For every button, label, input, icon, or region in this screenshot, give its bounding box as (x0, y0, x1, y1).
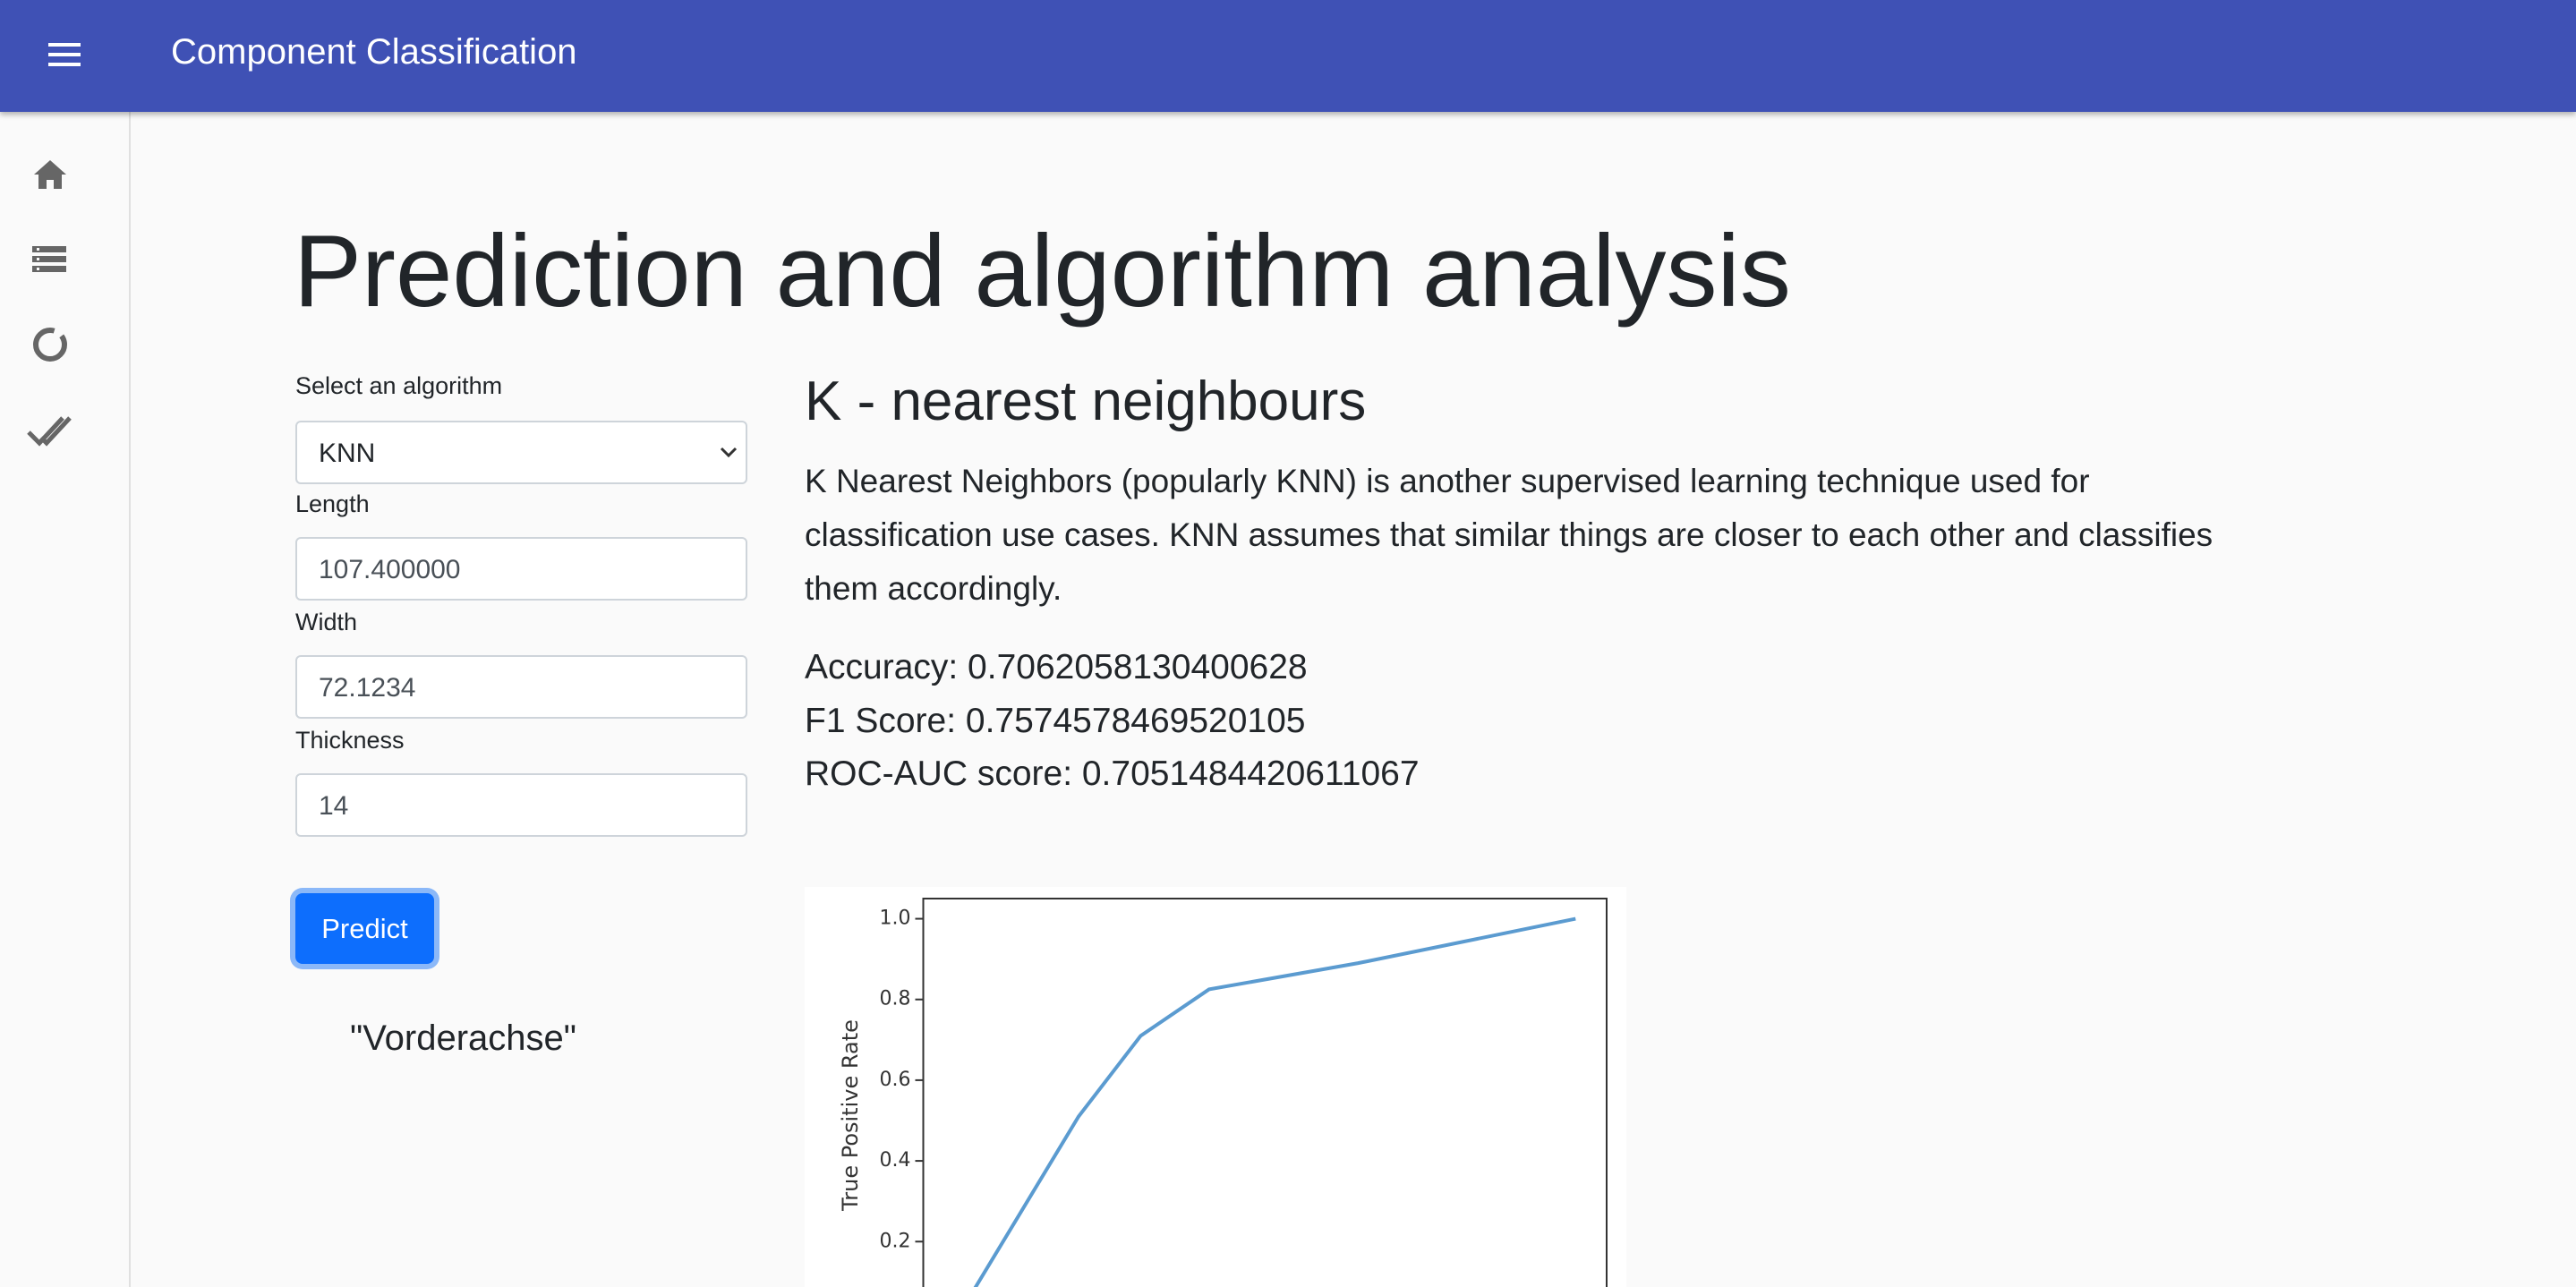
field-label: Length (295, 490, 370, 517)
predict-button[interactable]: Predict (295, 893, 434, 964)
algorithm-value: KNN (319, 439, 376, 468)
prediction-result: "Vorderachse" (350, 1019, 576, 1058)
algorithm-label: Select an algorithm (295, 372, 503, 399)
algorithm-name: K - nearest neighbours (805, 371, 1367, 432)
roc-chart: True Positive Rate 1.0 0.8 0.6 0.4 0.2 (805, 887, 1626, 1287)
list-icon[interactable] (30, 243, 70, 278)
home-icon[interactable] (30, 155, 70, 194)
algorithm-select[interactable]: KNN (295, 421, 747, 484)
y-tick-label: 1.0 (880, 908, 911, 930)
roc-line (973, 916, 1576, 1287)
app-title: Component Classification (171, 32, 577, 72)
field-label: Thickness (295, 727, 405, 754)
page-title: Prediction and algorithm analysis (294, 215, 1791, 328)
field-label: Width (295, 609, 358, 635)
chart-icon[interactable] (30, 325, 70, 364)
y-tick-label: 0.2 (880, 1230, 911, 1252)
sidebar (0, 112, 131, 1287)
plot-frame (922, 898, 1608, 1287)
y-tick-label: 0.6 (880, 1069, 911, 1091)
chevron (720, 447, 738, 458)
y-axis-label: True Positive Rate (838, 1019, 863, 1212)
thickness-input[interactable]: 14 (295, 773, 747, 837)
metric: Accuracy: 0.7062058130400628 (805, 648, 1308, 686)
chart: True Positive Rate 1.0 0.8 0.6 0.4 0.2 (838, 898, 1608, 1287)
metric: ROC-AUC score: 0.7051484420611067 (805, 754, 1420, 793)
app-bar: Component Classification (0, 0, 2576, 112)
check-icon[interactable] (27, 411, 73, 450)
algorithm-description: K Nearest Neighbors (popularly KNN) is a… (805, 463, 2213, 607)
y-tick-label: 0.4 (880, 1149, 911, 1172)
metric: F1 Score: 0.7574578469520105 (805, 702, 1306, 740)
y-tick-label: 0.8 (880, 988, 911, 1010)
length-input[interactable]: 107.400000 (295, 537, 747, 601)
menu-icon[interactable] (48, 39, 82, 70)
width-input[interactable]: 72.1234 (295, 655, 747, 719)
